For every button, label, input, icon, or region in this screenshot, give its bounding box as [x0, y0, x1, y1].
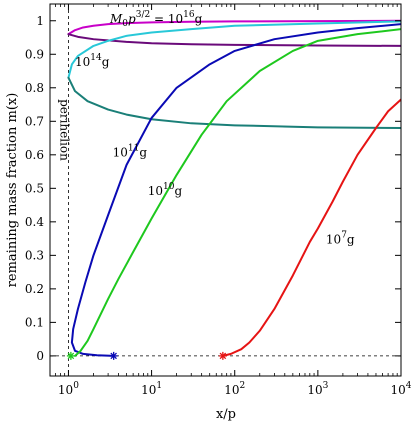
curve-label-0: 1014g — [75, 53, 110, 69]
y-tick-label: 0.9 — [25, 47, 44, 61]
x-axis-ticks: 100 101 102 103 104 — [49, 4, 412, 397]
x-axis-label: x/p — [216, 407, 236, 422]
series-group — [67, 19, 401, 357]
x-tick-label: 100 — [58, 381, 79, 397]
x-tick-label: 101 — [141, 381, 162, 397]
y-tick-label: 0.1 — [25, 315, 44, 329]
y-tick-label: 0.3 — [25, 248, 44, 262]
series-line-1 — [67, 33, 401, 47]
y-tick-label: 0.2 — [25, 282, 44, 296]
curve-label-3: 107g — [326, 231, 355, 247]
series-line-5 — [74, 28, 401, 357]
curve-labels: 1014g 1011g 1010g 107g — [75, 53, 355, 247]
curve-label-1: 1011g — [113, 143, 148, 159]
y-tick-label: 0.8 — [25, 81, 44, 95]
y-axis-ticks: 0 0.1 0.2 0.3 0.4 0.5 0.6 0.7 0.8 0.9 1 — [25, 14, 401, 363]
plot-background — [50, 4, 401, 376]
y-tick-label: 1 — [36, 14, 44, 28]
series-line-4 — [70, 23, 401, 357]
y-tick-label: 0.7 — [25, 114, 44, 128]
legend-mass-label: M0p3/2 = 1016g — [109, 10, 203, 29]
y-tick-label: 0.6 — [25, 148, 44, 162]
y-axis-label: remaining mass fraction m(x) — [5, 93, 20, 288]
markers-group — [66, 351, 227, 360]
y-tick-label: 0.4 — [25, 215, 44, 229]
x-tick-label: 104 — [390, 381, 411, 397]
series-line-0 — [67, 19, 401, 36]
series-line-6 — [221, 98, 401, 357]
x-tick-label: 102 — [224, 381, 245, 397]
perihelion-label: perihelion — [58, 99, 72, 161]
plot-frame — [49, 3, 402, 377]
series-line-2 — [67, 20, 401, 79]
y-tick-label: 0 — [36, 349, 44, 363]
series-line-3 — [67, 76, 401, 129]
y-tick-label: 0.5 — [25, 181, 44, 195]
x-tick-label: 103 — [307, 381, 328, 397]
asterisk-marker-2 — [218, 351, 227, 360]
asterisk-marker-1 — [109, 351, 118, 360]
asterisk-marker-0 — [66, 351, 75, 360]
curve-label-2: 1010g — [148, 182, 183, 198]
